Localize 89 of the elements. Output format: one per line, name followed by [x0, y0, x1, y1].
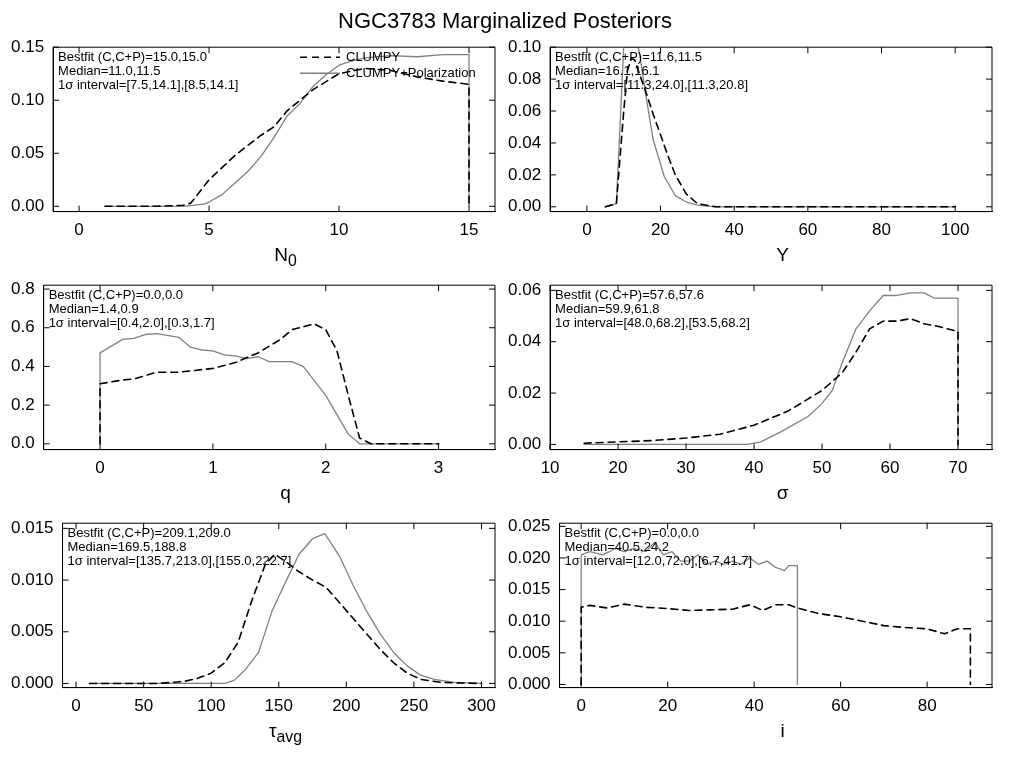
x-tick-label: 250 [399, 696, 429, 716]
x-tick-label: 50 [134, 696, 154, 716]
x-tick-label: 20 [658, 696, 678, 716]
annotation: Median=1.4,0.9 [48, 301, 139, 317]
x-tick-label: 0 [71, 696, 81, 716]
y-tick-label: 0.000 [10, 673, 54, 693]
x-tick-label: 0 [582, 220, 592, 240]
x-tick-label: 30 [676, 458, 696, 478]
x-tick-label: 40 [744, 458, 764, 478]
y-tick-label: 0.015 [10, 518, 54, 538]
x-tick-label: 60 [831, 696, 851, 716]
x-tick-label: 0 [576, 696, 586, 716]
annotation: Bestfit (C,C+P)=15.0,15.0 [58, 49, 207, 65]
annotation: 1σ interval=[0.4,2.0],[0.3,1.7] [48, 315, 215, 331]
x-tick-label: 50 [812, 458, 832, 478]
y-tick-label: 0.10 [507, 36, 542, 56]
x-tick-label: 300 [467, 696, 496, 716]
annotation: Bestfit (C,C+P)=57.6,57.6 [555, 287, 704, 303]
y-tick-label: 0.005 [507, 642, 551, 662]
y-tick-label: 0.15 [10, 36, 45, 56]
annotation: Bestfit (C,C+P)=209.1,209.0 [67, 525, 231, 541]
x-tick-label: 200 [332, 696, 361, 716]
x-tick-label: 2 [321, 458, 331, 478]
legend-label: CLUMPY [346, 48, 401, 64]
x-tick-label: 10 [540, 458, 560, 478]
y-tick-label: 0.10 [10, 89, 45, 109]
y-tick-label: 0.08 [507, 68, 542, 88]
x-tick-label: 10 [329, 220, 349, 240]
y-tick-label: 0.005 [10, 621, 54, 641]
annotation: Median=40.5,24.2 [564, 539, 669, 555]
annotation: Median=169.5,188.8 [67, 539, 187, 555]
y-tick-label: 0.015 [507, 579, 551, 599]
x-tick-label: 0 [95, 458, 105, 478]
x-tick-label: 20 [608, 458, 628, 478]
x-axis-title: q [279, 482, 292, 504]
x-tick-label: 100 [940, 220, 970, 240]
y-tick-label: 0.010 [10, 569, 54, 589]
x-axis-title: N$_{0}$ [273, 244, 298, 270]
annotation: 1σ interval=[48.0,68.2],[53.5,68.2] [555, 315, 750, 331]
chart-title: NGC3783 Marginalized Posteriors [337, 8, 673, 34]
annotation: Bestfit (C,C+P)=0.0,0.0 [564, 525, 699, 541]
y-tick-label: 0.04 [507, 331, 542, 351]
y-tick-label: 0.000 [507, 674, 551, 694]
x-axis-title: τ$_{avg}$ [267, 720, 303, 746]
annotation: 1σ interval=[12.0,72.0],[6.7,41.7] [564, 553, 753, 569]
x-axis-title: σ [775, 482, 790, 504]
x-tick-label: 40 [744, 696, 764, 716]
y-tick-label: 0.00 [507, 434, 542, 454]
x-tick-label: 1 [208, 458, 218, 478]
y-tick-label: 0.010 [507, 610, 551, 630]
y-tick-label: 0.6 [10, 317, 35, 337]
y-tick-label: 0.05 [10, 142, 45, 162]
annotation: 1σ interval=[135.7,213.0],[155.0,222.7] [67, 553, 292, 569]
x-tick-label: 15 [459, 220, 479, 240]
y-tick-label: 0.00 [10, 195, 45, 215]
x-tick-label: 0 [74, 220, 84, 240]
annotation: Median=59.9,61.8 [555, 301, 660, 317]
y-tick-label: 0.02 [507, 382, 542, 402]
x-tick-label: 60 [880, 458, 900, 478]
x-tick-label: 80 [872, 220, 891, 240]
y-tick-label: 0.06 [507, 280, 542, 300]
y-tick-label: 0.020 [507, 547, 551, 567]
annotation: Median=11.0,11.5 [58, 63, 161, 79]
x-tick-label: 70 [948, 458, 968, 478]
x-tick-label: 3 [433, 458, 444, 478]
annotation: Bestfit (C,C+P)=11.6,11.5 [555, 49, 703, 65]
x-axis-title: Y [775, 244, 790, 266]
y-tick-label: 0.4 [10, 356, 35, 376]
x-tick-label: 80 [917, 696, 937, 716]
y-tick-label: 0.025 [507, 516, 551, 536]
y-tick-label: 0.06 [507, 100, 542, 120]
x-tick-label: 150 [264, 696, 293, 716]
x-tick-label: 20 [651, 220, 671, 240]
y-tick-label: 0.00 [507, 196, 542, 216]
y-tick-label: 0.04 [507, 132, 542, 152]
x-axis-title: i [779, 720, 786, 742]
y-tick-label: 0.2 [10, 394, 35, 414]
y-tick-label: 0.02 [507, 164, 542, 184]
x-tick-label: 40 [724, 220, 744, 240]
line-series [580, 603, 972, 686]
x-tick-label: 60 [798, 220, 818, 240]
y-tick-label: 0.8 [10, 278, 35, 298]
annotation: 1σ interval=[11.3,24.0],[11.3,20.8] [555, 77, 749, 93]
annotation: Bestfit (C,C+P)=0.0,0.0 [48, 287, 184, 303]
y-tick-label: 0.0 [10, 433, 35, 453]
x-tick-label: 5 [204, 220, 214, 240]
annotation: Median=16.1,16.1 [555, 63, 660, 79]
x-tick-label: 100 [197, 696, 226, 716]
annotation: 1σ interval=[7.5,14.1],[8.5,14.1] [58, 77, 239, 93]
